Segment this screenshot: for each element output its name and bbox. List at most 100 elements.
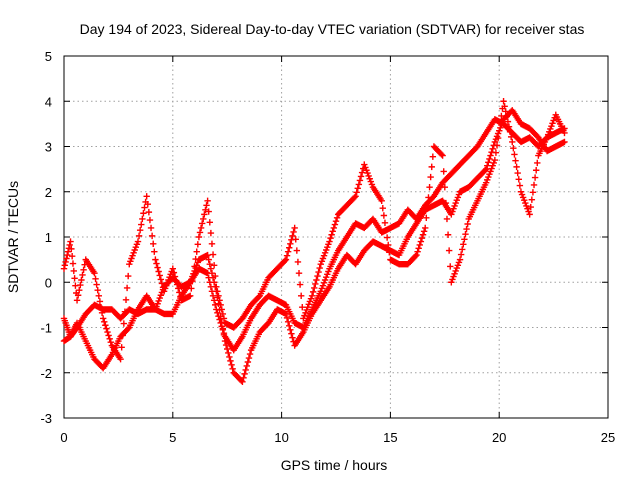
data-point (217, 301, 224, 309)
data-point (440, 168, 447, 175)
data-point (144, 200, 151, 208)
data-point (331, 221, 339, 228)
data-point (139, 215, 146, 223)
data-point (74, 292, 82, 299)
data-point (314, 272, 321, 280)
data-point (173, 281, 181, 288)
data-point (94, 286, 101, 294)
data-point (512, 157, 519, 164)
data-point (215, 292, 222, 300)
data-point (239, 378, 246, 385)
data-point (287, 326, 294, 333)
data-point (214, 288, 221, 295)
data-point (201, 211, 208, 218)
data-point (292, 236, 299, 243)
data-point (332, 217, 340, 225)
data-point (205, 208, 212, 215)
data-point (462, 230, 469, 238)
data-point (445, 247, 453, 254)
data-point (316, 264, 323, 272)
data-point (443, 215, 451, 223)
data-point (527, 203, 534, 211)
data-point (204, 251, 211, 259)
data-point (327, 234, 334, 242)
data-point (456, 256, 464, 263)
data-point (385, 241, 392, 249)
data-point (418, 234, 426, 242)
data-point (287, 240, 294, 247)
data-point (156, 272, 163, 279)
data-point (502, 108, 509, 115)
data-point (206, 219, 213, 226)
data-point (413, 251, 420, 259)
data-point (212, 272, 219, 280)
data-point (227, 357, 234, 365)
data-point (210, 279, 218, 286)
data-point (282, 310, 290, 318)
data-series (60, 98, 568, 385)
data-point (441, 184, 448, 191)
data-point (205, 256, 212, 263)
data-point (353, 189, 360, 196)
data-point (380, 212, 388, 219)
data-point (240, 374, 247, 382)
data-point (96, 298, 104, 305)
data-point (284, 248, 292, 255)
data-point (357, 173, 365, 180)
data-point (124, 325, 132, 332)
data-point (195, 233, 203, 241)
data-point (489, 145, 496, 152)
data-point (140, 210, 147, 217)
data-point (68, 245, 75, 253)
data-point (97, 303, 105, 311)
data-point (286, 244, 293, 251)
data-point (155, 268, 162, 275)
data-point (423, 214, 430, 221)
data-point (486, 155, 493, 163)
x-tick-label: 0 (60, 430, 67, 445)
data-point (355, 181, 363, 188)
data-point (516, 182, 524, 189)
data-point (151, 248, 158, 255)
data-point (294, 258, 302, 266)
data-point (442, 199, 450, 207)
data-point (69, 260, 77, 267)
data-point (245, 354, 253, 362)
data-point (152, 256, 159, 263)
data-point (283, 252, 291, 259)
y-tick-label: 3 (45, 140, 52, 155)
data-point (309, 288, 317, 296)
data-point (505, 123, 513, 130)
data-point (509, 138, 516, 146)
data-point (98, 309, 106, 316)
data-point (494, 134, 502, 142)
data-point (417, 238, 425, 245)
data-point (429, 153, 437, 160)
data-point (297, 292, 305, 300)
data-point (312, 280, 319, 288)
data-point (422, 224, 429, 232)
data-point (119, 332, 126, 339)
data-point (157, 276, 165, 283)
data-point (153, 260, 160, 267)
data-point (352, 193, 359, 200)
data-point (439, 152, 446, 159)
data-point (381, 219, 389, 227)
data-point (289, 232, 296, 240)
data-point (386, 249, 393, 256)
data-point (91, 270, 98, 277)
data-point (284, 318, 292, 326)
data-point (216, 297, 223, 304)
data-point (457, 251, 465, 258)
data-point (187, 292, 194, 300)
data-point (504, 118, 512, 125)
data-point (208, 240, 216, 247)
data-point (225, 349, 232, 357)
data-point (529, 189, 537, 196)
data-point (308, 292, 316, 300)
data-point (228, 361, 235, 369)
data-point (191, 263, 198, 270)
data-point (135, 232, 143, 240)
data-point (241, 370, 248, 378)
